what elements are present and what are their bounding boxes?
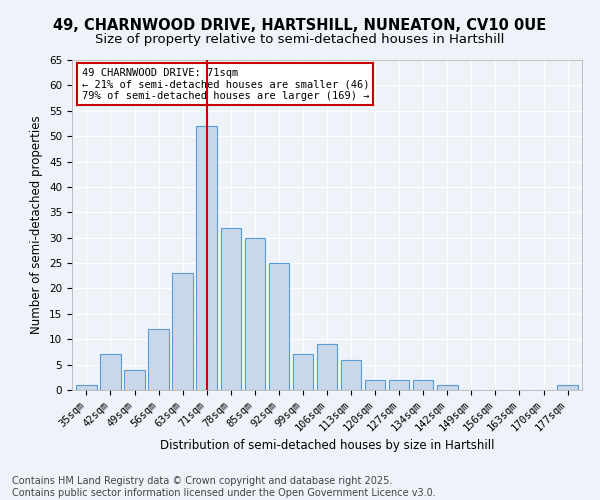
- Bar: [100, 354, 121, 390]
- Bar: [124, 370, 145, 390]
- Bar: [413, 380, 433, 390]
- Bar: [317, 344, 337, 390]
- X-axis label: Distribution of semi-detached houses by size in Hartshill: Distribution of semi-detached houses by …: [160, 439, 494, 452]
- Bar: [245, 238, 265, 390]
- Text: 49, CHARNWOOD DRIVE, HARTSHILL, NUNEATON, CV10 0UE: 49, CHARNWOOD DRIVE, HARTSHILL, NUNEATON…: [53, 18, 547, 32]
- Bar: [172, 273, 193, 390]
- Bar: [341, 360, 361, 390]
- Bar: [557, 385, 578, 390]
- Bar: [196, 126, 217, 390]
- Bar: [365, 380, 385, 390]
- Bar: [437, 385, 458, 390]
- Bar: [269, 263, 289, 390]
- Bar: [293, 354, 313, 390]
- Bar: [389, 380, 409, 390]
- Bar: [221, 228, 241, 390]
- Text: Contains HM Land Registry data © Crown copyright and database right 2025.
Contai: Contains HM Land Registry data © Crown c…: [12, 476, 436, 498]
- Y-axis label: Number of semi-detached properties: Number of semi-detached properties: [31, 116, 43, 334]
- Text: 49 CHARNWOOD DRIVE: 71sqm
← 21% of semi-detached houses are smaller (46)
79% of : 49 CHARNWOOD DRIVE: 71sqm ← 21% of semi-…: [82, 68, 369, 101]
- Text: Size of property relative to semi-detached houses in Hartshill: Size of property relative to semi-detach…: [95, 32, 505, 46]
- Bar: [148, 329, 169, 390]
- Bar: [76, 385, 97, 390]
